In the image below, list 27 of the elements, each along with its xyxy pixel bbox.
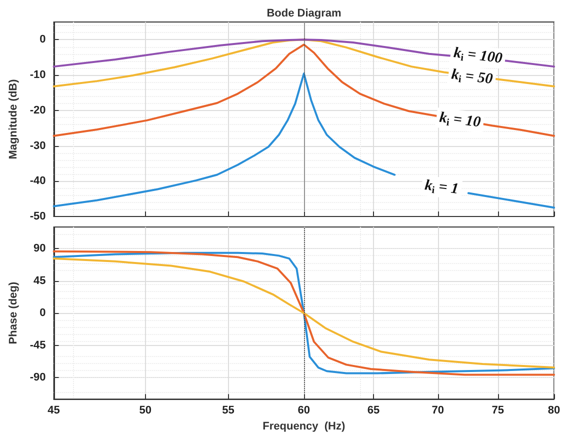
y-tick-label: -40: [30, 175, 46, 188]
annotation: ki = 50: [450, 66, 494, 88]
annotation: ki = 1: [424, 178, 460, 198]
x-tick-label: 80: [548, 404, 560, 417]
y-tick-label: -30: [30, 140, 46, 152]
x-tick-label: 70: [432, 404, 444, 417]
chart-title: Bode Diagram: [266, 8, 342, 20]
y-tick-label: 45: [34, 274, 46, 287]
y-axis-title: Phase (deg): [8, 282, 20, 344]
y-tick-label: 0: [40, 34, 46, 46]
x-tick-label: 65: [367, 404, 380, 417]
y-tick-label: -45: [30, 339, 46, 352]
y-tick-label: 90: [34, 242, 46, 255]
y-tick-label: 0: [40, 307, 46, 320]
x-tick-label: 60: [298, 404, 310, 417]
x-tick-label: 75: [492, 404, 504, 417]
y-tick-label: -20: [30, 104, 46, 116]
x-tick-label: 55: [222, 404, 234, 417]
x-tick-label: 45: [48, 404, 60, 417]
y-axis-title: Magnitude (dB): [8, 78, 20, 160]
y-tick-label: -90: [30, 372, 46, 384]
y-tick-label: -50: [30, 210, 46, 222]
annotation: ki = 10: [438, 110, 482, 131]
annotation: ki = 100: [452, 45, 504, 67]
y-tick-label: -10: [30, 69, 46, 82]
x-axis-title: Frequency (Hz): [262, 420, 346, 432]
x-tick-label: 50: [139, 404, 152, 417]
